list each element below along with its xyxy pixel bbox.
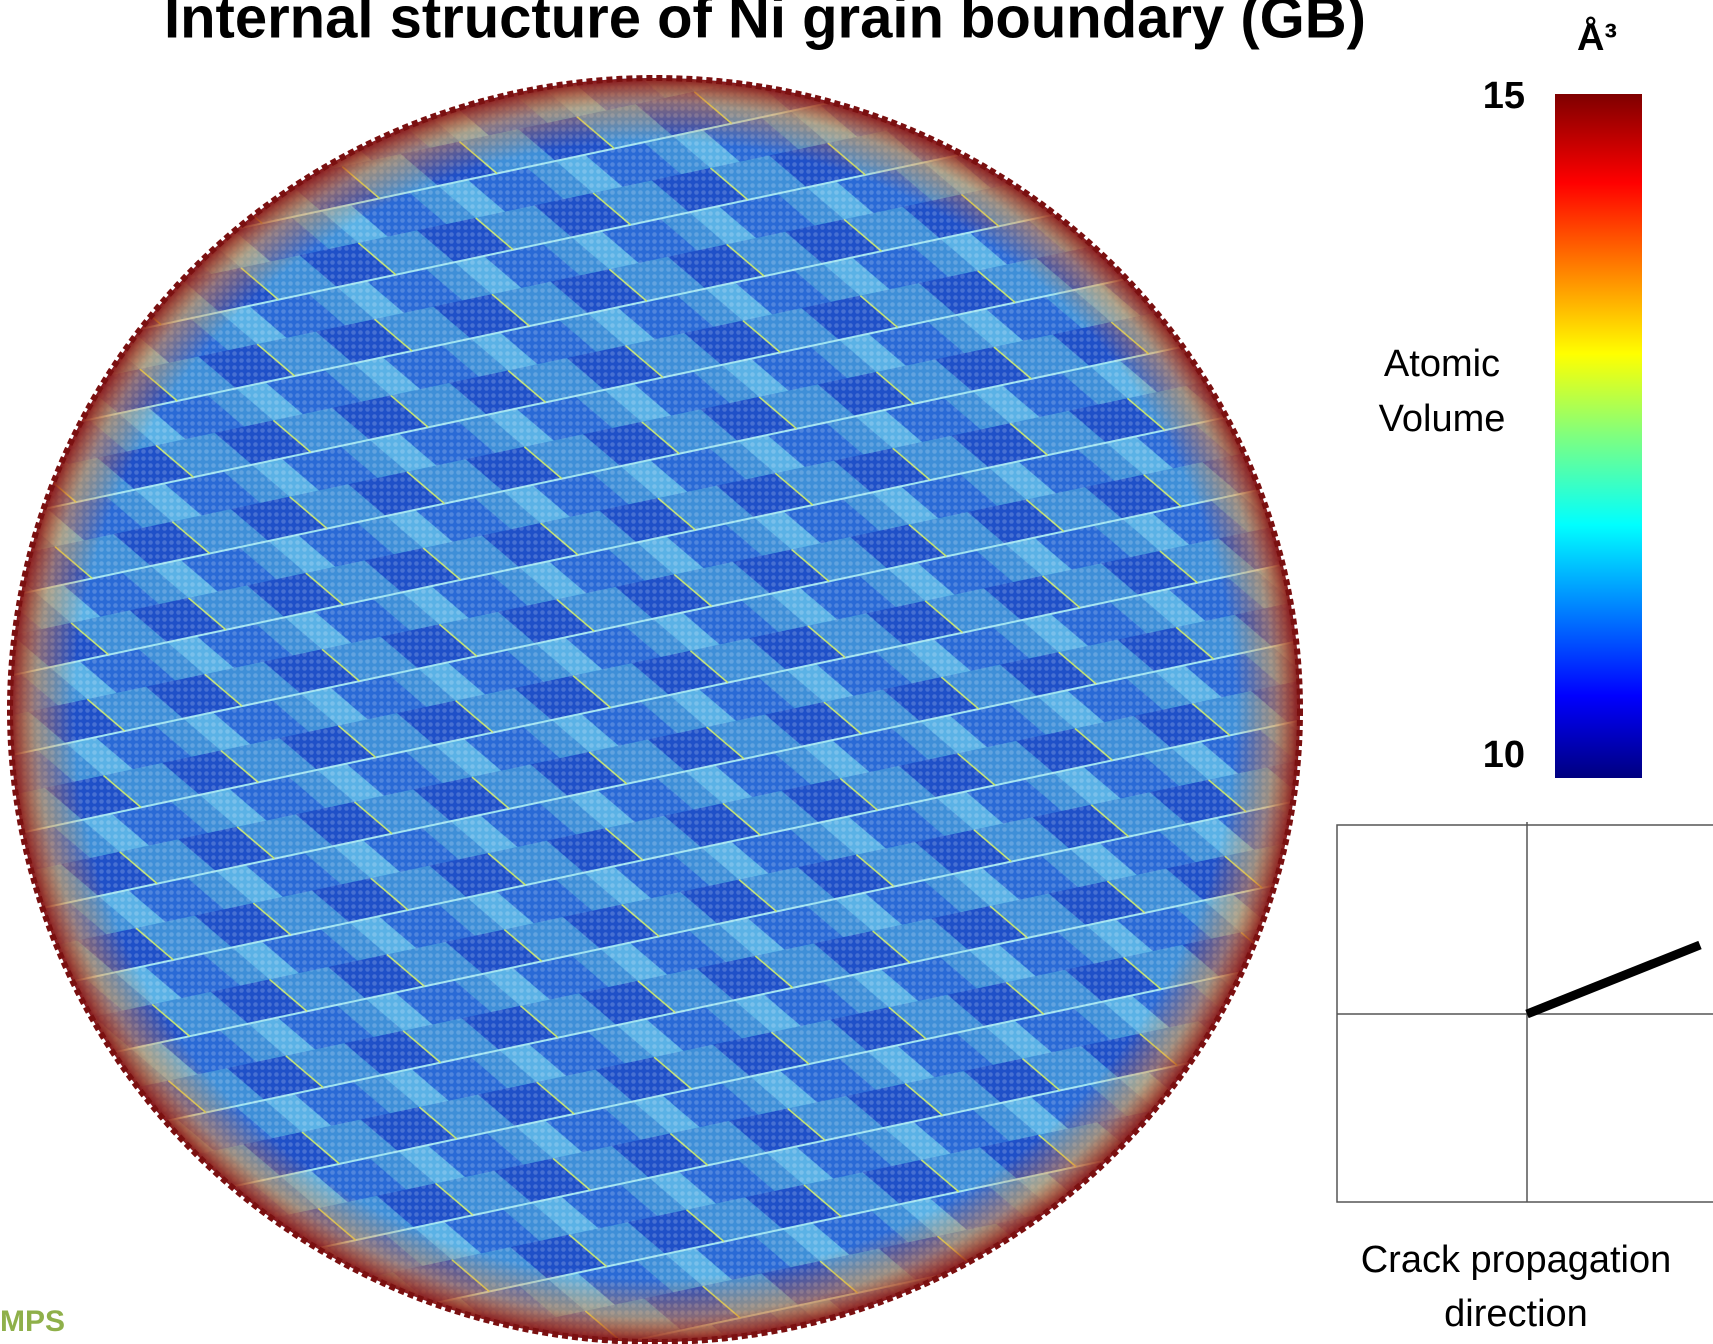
inset-caption: direction — [1444, 1293, 1588, 1335]
colorbar-unit: Å³ — [1577, 15, 1617, 59]
footer-logo-text: MPS — [0, 1305, 65, 1338]
title: Internal structure of Ni grain boundary … — [164, 0, 1366, 50]
atomistic-grain-boundary-image — [10, 78, 1300, 1342]
colorbar-min: 10 — [1483, 734, 1525, 776]
slide: Internal structure of Ni grain boundary … — [0, 0, 1713, 1344]
colorbar-label: Atomic — [1384, 343, 1500, 385]
colorbar-label: Volume — [1379, 398, 1506, 440]
crack-direction-inset — [1337, 822, 1713, 1202]
inset-caption: Crack propagation — [1361, 1239, 1672, 1281]
page: Internal structure of Ni grain boundary … — [0, 0, 1713, 1344]
colorbar — [1555, 94, 1642, 778]
colorbar-max: 15 — [1483, 75, 1525, 117]
